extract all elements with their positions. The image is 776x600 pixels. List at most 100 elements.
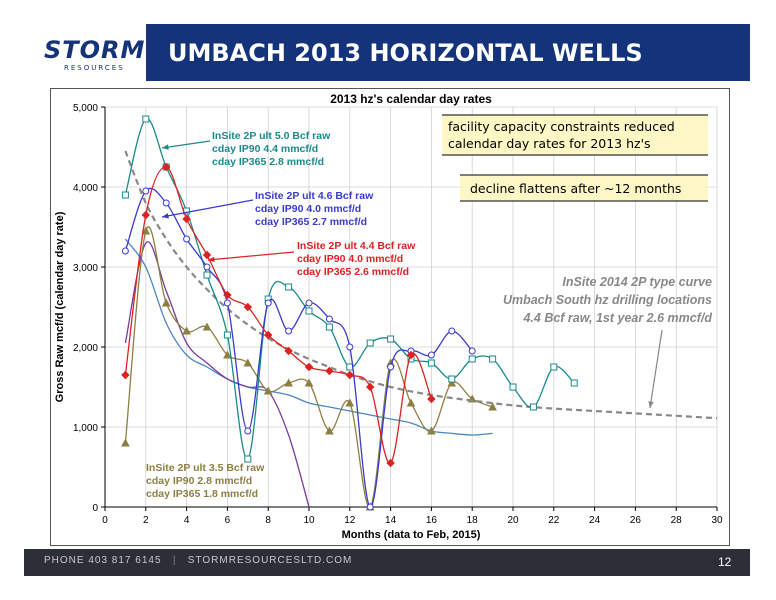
data-point-blue xyxy=(285,327,293,335)
data-point-red xyxy=(386,458,395,468)
data-point-blue xyxy=(223,299,231,307)
data-point-red xyxy=(223,290,232,300)
annotation-arrowhead-red xyxy=(208,256,215,263)
data-point-teal xyxy=(550,363,558,371)
x-tick-label: 18 xyxy=(467,515,479,526)
data-point-blue xyxy=(325,315,333,323)
annotation-olive: cday IP90 2.8 mmcf/d xyxy=(146,475,252,487)
data-point-olive xyxy=(345,398,355,407)
annotation-olive: InSite 2P ult 3.5 Bcf raw xyxy=(146,462,265,474)
logo-box xyxy=(24,24,146,81)
annotation-arrow-teal xyxy=(161,140,211,149)
annotation-arrow-typecurve xyxy=(649,329,663,409)
x-tick-label: 30 xyxy=(711,515,723,526)
data-point-teal xyxy=(489,355,497,363)
annotation-arrowhead-teal xyxy=(162,144,169,150)
y-tick-label: 0 xyxy=(92,503,98,514)
data-point-olive xyxy=(488,402,497,411)
data-point-olive xyxy=(427,426,436,435)
x-tick-label: 2 xyxy=(143,515,149,526)
data-point-blue xyxy=(264,299,272,307)
slide-title: UMBACH 2013 HORIZONTAL WELLS xyxy=(168,39,643,67)
data-point-olive xyxy=(121,438,130,447)
x-tick-label: 14 xyxy=(385,515,397,526)
data-point-blue xyxy=(203,263,211,271)
data-point-olive xyxy=(182,326,191,335)
x-tick-label: 16 xyxy=(426,515,438,526)
data-point-blue xyxy=(346,343,354,351)
data-point-red xyxy=(427,394,436,404)
page-number: 12 xyxy=(718,555,732,569)
data-point-teal xyxy=(570,379,578,387)
callout-box xyxy=(442,115,708,155)
callout-text: decline flattens after ~12 months xyxy=(470,181,681,196)
annotation-arrow-red xyxy=(207,251,295,261)
data-point-blue xyxy=(427,351,435,359)
x-tick-label: 4 xyxy=(184,515,190,526)
data-point-olive xyxy=(141,226,151,235)
callout-text: facility capacity constraints reduced xyxy=(448,119,675,134)
company-logo-subtext: RESOURCES xyxy=(64,64,125,72)
x-tick-label: 12 xyxy=(344,515,356,526)
y-axis-label: Gross Raw mcf/d (calendar day rate) xyxy=(54,211,66,402)
annotation-teal: InSite 2P ult 5.0 Bcf raw xyxy=(212,130,331,142)
y-tick-label: 2,000 xyxy=(73,343,98,354)
data-point-teal xyxy=(305,307,313,315)
company-logo: STORM xyxy=(44,36,146,64)
data-point-olive xyxy=(325,426,334,435)
data-point-teal xyxy=(366,339,374,347)
data-point-red xyxy=(161,162,171,172)
data-point-teal xyxy=(203,271,211,279)
footer-phone: PHONE 403 817 6145 xyxy=(44,555,162,566)
data-point-red xyxy=(243,302,253,312)
data-point-olive xyxy=(161,298,171,307)
data-point-olive xyxy=(202,322,212,331)
x-tick-label: 20 xyxy=(507,515,519,526)
data-point-red xyxy=(325,366,334,376)
x-tick-label: 22 xyxy=(548,515,560,526)
x-tick-label: 6 xyxy=(225,515,231,526)
callout-box xyxy=(460,175,708,201)
data-point-red xyxy=(202,250,212,260)
annotation-teal: cday IP365 2.8 mmcf/d xyxy=(212,156,324,168)
data-point-red xyxy=(406,350,416,360)
annotation-blue: cday IP90 4.0 mmcf/d xyxy=(255,203,361,215)
series-line-typecurve xyxy=(124,150,718,420)
footer-separator: | xyxy=(165,555,185,566)
data-point-blue xyxy=(244,427,252,435)
data-point-blue xyxy=(468,347,476,355)
data-point-teal xyxy=(325,323,333,331)
data-point-red xyxy=(284,346,293,356)
annotation-olive: cday IP365 1.8 mmcf/d xyxy=(146,488,258,500)
annotation-typecurve: InSite 2014 2P type curve xyxy=(562,275,712,289)
data-point-teal xyxy=(509,383,517,391)
data-point-red xyxy=(121,370,130,380)
x-tick-label: 8 xyxy=(265,515,271,526)
data-point-teal xyxy=(427,359,435,367)
annotation-red: cday IP90 4.0 mmcf/d xyxy=(297,253,403,265)
data-point-red xyxy=(345,370,355,380)
y-tick-label: 4,000 xyxy=(73,183,98,194)
data-point-teal xyxy=(285,283,293,291)
x-axis-label: Months (data to Feb, 2015) xyxy=(342,529,481,541)
annotation-arrowhead-typecurve xyxy=(648,401,654,408)
annotation-typecurve: Umbach South hz drilling locations xyxy=(503,293,712,307)
x-tick-label: 0 xyxy=(102,515,108,526)
data-point-red xyxy=(182,214,191,224)
x-tick-label: 10 xyxy=(303,515,315,526)
annotation-typecurve: 4.4 Bcf raw, 1st year 2.6 mmcf/d xyxy=(522,311,712,325)
footer-bar xyxy=(24,549,750,576)
data-point-red xyxy=(141,210,151,220)
data-point-olive xyxy=(243,358,253,367)
data-point-olive xyxy=(223,350,232,359)
data-point-red xyxy=(263,330,273,340)
footer-website[interactable]: STORMRESOURCESLTD.COM xyxy=(187,555,353,566)
data-point-teal xyxy=(387,335,395,343)
data-point-blue xyxy=(142,187,150,195)
x-tick-label: 28 xyxy=(671,515,683,526)
data-point-blue xyxy=(387,363,395,371)
data-point-blue xyxy=(305,299,313,307)
series-line-purple xyxy=(124,241,310,508)
data-point-olive xyxy=(406,398,416,407)
